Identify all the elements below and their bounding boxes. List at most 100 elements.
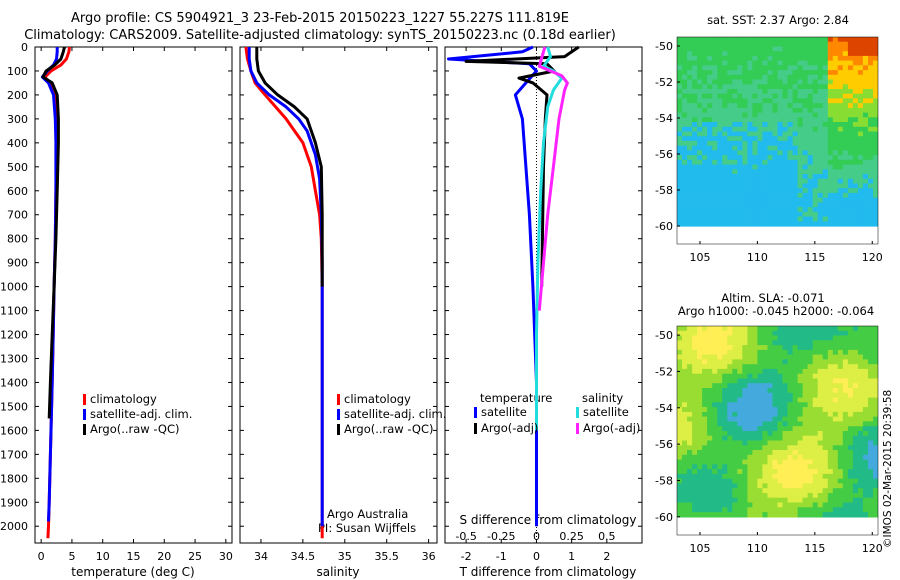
heatmap-cell xyxy=(772,84,779,90)
heatmap-cell xyxy=(862,216,869,222)
heatmap-cell xyxy=(762,450,768,456)
heatmap-cell xyxy=(772,107,779,114)
heatmap-cell xyxy=(737,126,743,133)
heatmap-cell xyxy=(742,79,748,85)
heatmap-cell xyxy=(837,469,844,475)
heatmap-cell xyxy=(832,192,839,199)
heatmap-cell xyxy=(702,65,708,71)
heatmap-cell xyxy=(777,416,784,422)
heatmap-cell xyxy=(827,421,834,427)
heatmap-cell xyxy=(707,502,713,508)
heatmap-cell xyxy=(782,65,789,71)
heatmap-cell xyxy=(817,512,824,518)
heatmap-cell xyxy=(692,497,698,504)
heatmap-cell xyxy=(817,207,824,213)
heatmap-cell xyxy=(692,178,698,185)
heatmap-cell xyxy=(772,402,779,408)
heatmap-cell xyxy=(857,84,864,90)
heatmap-cell xyxy=(827,107,834,114)
heatmap-cell xyxy=(682,402,688,408)
heatmap-cell xyxy=(677,349,683,356)
heatmap-cell xyxy=(752,60,758,66)
heatmap-cell xyxy=(802,421,809,427)
heatmap-cell xyxy=(807,117,814,123)
heatmap-cell xyxy=(772,340,779,346)
heatmap-cell xyxy=(837,183,844,189)
map-x-tick-label: 105 xyxy=(689,542,710,555)
heatmap-cell xyxy=(852,392,859,399)
heatmap-cell xyxy=(767,126,774,133)
heatmap-cell xyxy=(802,416,809,422)
heatmap-cell xyxy=(873,84,878,90)
heatmap-cell xyxy=(822,126,829,133)
heatmap-cell xyxy=(697,459,703,465)
heatmap-cell xyxy=(732,349,738,356)
heatmap-cell xyxy=(712,502,718,508)
heatmap-cell xyxy=(752,211,758,218)
heatmap-cell xyxy=(797,354,804,360)
heatmap-cell xyxy=(762,178,768,185)
heatmap-cell xyxy=(873,478,878,485)
heatmap-cell xyxy=(712,93,718,99)
heatmap-cell xyxy=(697,488,703,494)
heatmap-cell xyxy=(787,41,794,47)
heatmap-cell xyxy=(827,159,834,166)
heatmap-cell xyxy=(797,502,804,508)
heatmap-cell xyxy=(732,512,738,518)
heatmap-cell xyxy=(782,435,789,442)
heatmap-cell xyxy=(747,335,753,341)
heatmap-cell xyxy=(747,98,753,104)
heatmap-cell xyxy=(832,216,839,222)
heatmap-cell xyxy=(717,512,723,518)
heatmap-cell xyxy=(842,164,849,170)
heatmap-cell xyxy=(802,126,809,133)
heatmap-cell xyxy=(677,41,683,47)
heatmap-cell xyxy=(777,473,784,480)
heatmap-cell xyxy=(842,126,849,133)
heatmap-cell xyxy=(677,478,683,485)
heatmap-cell xyxy=(792,46,799,52)
heatmap-cell xyxy=(717,493,723,499)
heatmap-cell xyxy=(762,378,768,384)
heatmap-cell xyxy=(862,345,869,351)
heatmap-cell xyxy=(702,178,708,185)
heatmap-cell xyxy=(772,330,779,337)
heatmap-cell xyxy=(747,454,753,461)
heatmap-cell xyxy=(832,46,839,52)
heatmap-cell xyxy=(712,103,718,109)
heatmap-cell xyxy=(702,84,708,90)
heatmap-cell xyxy=(787,74,794,81)
imos-timestamp-stamp: ©IMOS 02-Mar-2015 20:39:58 xyxy=(882,390,894,548)
heatmap-cell xyxy=(817,98,824,104)
heatmap-cell xyxy=(712,450,718,456)
heatmap-cell xyxy=(677,164,683,170)
heatmap-cell xyxy=(752,497,758,504)
heatmap-cell xyxy=(692,207,698,213)
heatmap-cell xyxy=(787,378,794,384)
heatmap-cell xyxy=(868,117,874,123)
heatmap-cell xyxy=(682,174,688,180)
heatmap-cell xyxy=(842,183,849,189)
heatmap-cell xyxy=(722,330,728,337)
heatmap-cell xyxy=(737,502,743,508)
heatmap-cell xyxy=(702,426,708,432)
heatmap-cell xyxy=(732,335,738,341)
heatmap-cell xyxy=(842,445,849,451)
heatmap-cell xyxy=(792,373,799,380)
heatmap-cell xyxy=(873,46,878,52)
heatmap-cell xyxy=(722,373,728,380)
heatmap-cell xyxy=(812,330,819,337)
heatmap-cell xyxy=(827,431,834,437)
heatmap-cell xyxy=(777,145,784,151)
heatmap-cell xyxy=(807,340,814,346)
heatmap-cell xyxy=(812,397,819,403)
heatmap-cell xyxy=(817,378,824,384)
heatmap-cell xyxy=(847,93,854,99)
heatmap-cell xyxy=(762,60,768,66)
heatmap-cell xyxy=(762,211,768,218)
heatmap-cell xyxy=(777,512,784,518)
heatmap-cell xyxy=(782,421,789,427)
heatmap-cell xyxy=(677,93,683,99)
heatmap-cell xyxy=(717,79,723,85)
heatmap-cell xyxy=(732,411,738,418)
